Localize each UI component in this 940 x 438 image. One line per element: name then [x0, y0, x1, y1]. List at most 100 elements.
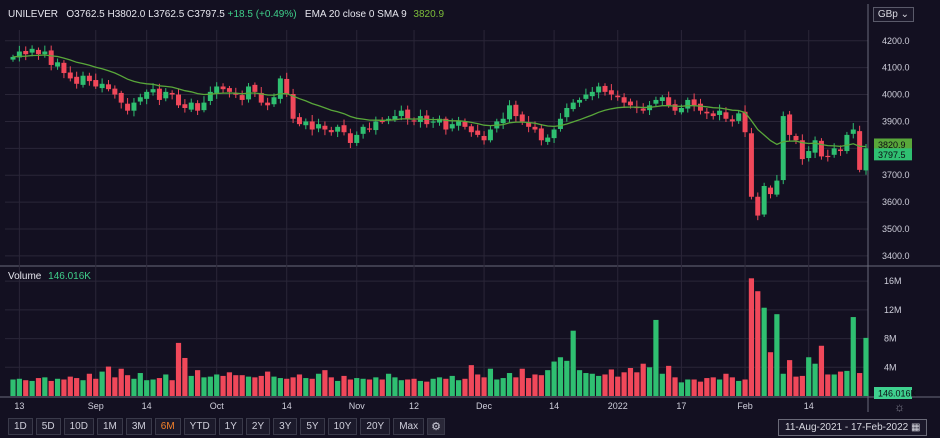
volume-bar[interactable] — [188, 375, 194, 396]
candle-body[interactable] — [74, 76, 80, 84]
candle-body[interactable] — [322, 125, 328, 130]
candle-body[interactable] — [583, 94, 589, 99]
candle-body[interactable] — [666, 97, 672, 106]
date-range-picker[interactable]: 11-Aug-2021 - 17-Feb-2022 ▦ — [778, 419, 928, 436]
candle-body[interactable] — [475, 130, 481, 135]
volume-bar[interactable] — [373, 377, 379, 396]
volume-bar[interactable] — [646, 367, 653, 396]
volume-bar[interactable] — [296, 374, 303, 396]
candle-body[interactable] — [207, 91, 213, 102]
volume-bar[interactable] — [226, 372, 233, 396]
candle-body[interactable] — [627, 101, 633, 106]
volume-bar[interactable] — [23, 380, 29, 396]
candle-body[interactable] — [577, 99, 583, 103]
volume-bar[interactable] — [449, 375, 455, 396]
volume-bar[interactable] — [271, 376, 277, 396]
volume-bar[interactable] — [303, 378, 309, 396]
timeframe-3y-button[interactable]: 3Y — [273, 418, 298, 435]
candle-body[interactable] — [398, 110, 404, 117]
candle-body[interactable] — [430, 121, 436, 123]
volume-bar[interactable] — [640, 363, 646, 396]
volume-bar[interactable] — [494, 379, 500, 396]
volume-bar[interactable] — [16, 378, 22, 396]
candle-body[interactable] — [685, 99, 691, 109]
volume-bar[interactable] — [774, 314, 780, 396]
candle-body[interactable] — [793, 135, 799, 141]
candle-body[interactable] — [640, 108, 646, 111]
candle-body[interactable] — [271, 97, 277, 105]
candle-body[interactable] — [570, 102, 576, 110]
volume-bar[interactable] — [697, 381, 704, 396]
volume-bar[interactable] — [86, 373, 92, 396]
timeframe-max-button[interactable]: Max — [393, 418, 425, 435]
candle-body[interactable] — [137, 97, 143, 102]
candle-body[interactable] — [55, 62, 61, 67]
volume-bar[interactable] — [685, 379, 691, 396]
candle-body[interactable] — [602, 85, 608, 92]
volume-bar[interactable] — [35, 378, 42, 396]
volume-bar[interactable] — [678, 382, 684, 396]
candle-body[interactable] — [532, 126, 538, 130]
volume-bar[interactable] — [576, 370, 583, 396]
candle-body[interactable] — [379, 120, 385, 123]
candle-body[interactable] — [780, 116, 786, 181]
candle-body[interactable] — [360, 126, 366, 134]
candle-body[interactable] — [659, 97, 665, 102]
volume-bar[interactable] — [105, 366, 112, 396]
volume-bar[interactable] — [144, 380, 150, 396]
candle-body[interactable] — [67, 72, 73, 79]
volume-bar[interactable] — [29, 380, 35, 396]
volume-bar[interactable] — [48, 380, 54, 396]
candle-body[interactable] — [863, 148, 869, 171]
candle-body[interactable] — [519, 114, 525, 122]
timeframe-1m-button[interactable]: 1M — [96, 418, 123, 435]
volume-bar[interactable] — [220, 375, 226, 396]
volume-bar[interactable] — [54, 378, 61, 396]
volume-bar[interactable] — [767, 352, 774, 396]
volume-bar[interactable] — [398, 380, 404, 396]
candle-body[interactable] — [277, 78, 283, 99]
gear-icon[interactable]: ⚙ — [427, 418, 445, 435]
candle-body[interactable] — [857, 131, 863, 170]
volume-bar[interactable] — [755, 291, 761, 396]
volume-bar[interactable] — [443, 378, 449, 396]
volume-bar[interactable] — [742, 379, 748, 396]
candle-body[interactable] — [42, 51, 48, 55]
candle-body[interactable] — [93, 80, 99, 87]
candle-body[interactable] — [596, 86, 602, 93]
volume-bar[interactable] — [844, 370, 850, 396]
candle-body[interactable] — [774, 180, 780, 195]
volume-bar[interactable] — [787, 360, 793, 396]
candle-body[interactable] — [23, 50, 29, 55]
candle-body[interactable] — [812, 140, 818, 153]
candle-body[interactable] — [373, 121, 379, 131]
candle-body[interactable] — [513, 104, 519, 117]
candle-body[interactable] — [258, 92, 264, 103]
candle-body[interactable] — [608, 90, 614, 95]
candle-body[interactable] — [653, 99, 659, 104]
volume-bar[interactable] — [67, 376, 73, 396]
volume-bar[interactable] — [290, 377, 296, 396]
timeframe-10d-button[interactable]: 10D — [63, 418, 94, 435]
volume-bar[interactable] — [564, 360, 570, 396]
candle-body[interactable] — [188, 102, 194, 110]
volume-bar[interactable] — [634, 372, 640, 396]
volume-bar[interactable] — [736, 380, 742, 396]
candle-body[interactable] — [169, 92, 175, 95]
volume-bar[interactable] — [245, 376, 252, 396]
volume-bar[interactable] — [385, 373, 392, 396]
volume-bar[interactable] — [284, 378, 290, 396]
candle-body[interactable] — [335, 126, 341, 132]
volume-bar[interactable] — [761, 307, 767, 396]
candle-body[interactable] — [806, 151, 812, 159]
candle-body[interactable] — [290, 94, 296, 119]
candle-body[interactable] — [144, 91, 150, 99]
volume-bar[interactable] — [596, 375, 602, 396]
volume-bar[interactable] — [666, 365, 672, 396]
volume-bar[interactable] — [112, 377, 118, 396]
volume-bar[interactable] — [201, 377, 207, 396]
volume-bar[interactable] — [252, 377, 258, 396]
volume-bar[interactable] — [347, 379, 353, 396]
candle-body[interactable] — [736, 113, 742, 121]
candle-body[interactable] — [557, 118, 563, 129]
